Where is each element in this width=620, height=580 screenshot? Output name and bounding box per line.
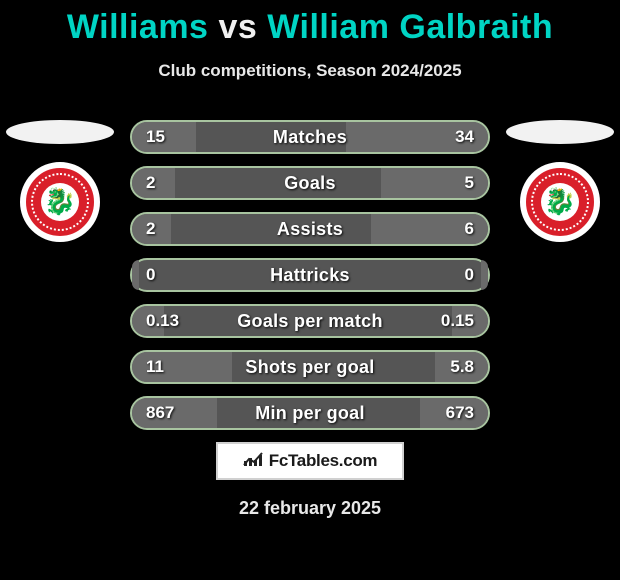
stat-label: Min per goal xyxy=(255,403,365,424)
player2-silhouette-ellipse xyxy=(506,120,614,144)
stat-value-left: 2 xyxy=(146,173,155,193)
stat-value-left: 15 xyxy=(146,127,165,147)
stats-rows-container: 15 Matches 34 2 Goals 5 2 Assists 6 0 Hattricks 0 0.… xyxy=(130,120,490,442)
crest-inner-circle: 🐉 xyxy=(41,183,79,221)
brand-text: FcTables.com xyxy=(269,451,378,471)
player2-name: William Galbraith xyxy=(267,8,553,46)
stat-row: 0 Hattricks 0 xyxy=(130,258,490,292)
stat-value-right: 0 xyxy=(465,265,474,285)
comparison-title: Williams vs William Galbraith xyxy=(0,0,620,47)
brand-footer: FcTables.com xyxy=(216,442,404,480)
stat-bar-left xyxy=(132,260,139,290)
stat-row: 15 Matches 34 xyxy=(130,120,490,154)
stat-value-left: 867 xyxy=(146,403,174,423)
stat-row: 11 Shots per goal 5.8 xyxy=(130,350,490,384)
stat-value-left: 2 xyxy=(146,219,155,239)
stat-value-left: 11 xyxy=(146,357,164,377)
dragon-icon: 🐉 xyxy=(44,188,76,214)
dragon-icon: 🐉 xyxy=(544,188,576,214)
crest-inner-circle: 🐉 xyxy=(541,183,579,221)
stat-value-right: 0.15 xyxy=(441,311,474,331)
stat-value-right: 6 xyxy=(465,219,474,239)
player1-silhouette-ellipse xyxy=(6,120,114,144)
stat-label: Matches xyxy=(273,127,347,148)
player2-club-crest: 🐉 xyxy=(520,162,600,242)
player1-badge-column: 🐉 xyxy=(5,120,115,242)
stat-row: 2 Goals 5 xyxy=(130,166,490,200)
stat-value-left: 0.13 xyxy=(146,311,179,331)
player1-club-crest: 🐉 xyxy=(20,162,100,242)
stat-value-right: 5 xyxy=(465,173,474,193)
stat-label: Goals per match xyxy=(237,311,383,332)
stat-label: Shots per goal xyxy=(245,357,374,378)
stat-row: 0.13 Goals per match 0.15 xyxy=(130,304,490,338)
competition-subtitle: Club competitions, Season 2024/2025 xyxy=(0,61,620,81)
stat-row: 867 Min per goal 673 xyxy=(130,396,490,430)
stat-label: Assists xyxy=(277,219,343,240)
chart-icon xyxy=(243,451,263,472)
stat-value-right: 5.8 xyxy=(450,357,474,377)
stat-label: Goals xyxy=(284,173,336,194)
stat-value-left: 0 xyxy=(146,265,155,285)
player1-name: Williams xyxy=(67,8,209,46)
player2-badge-column: 🐉 xyxy=(505,120,615,242)
stat-bar-right xyxy=(481,260,488,290)
stat-label: Hattricks xyxy=(270,265,350,286)
stat-value-right: 673 xyxy=(446,403,474,423)
stat-value-right: 34 xyxy=(455,127,474,147)
stat-bar-left xyxy=(132,398,217,428)
report-date: 22 february 2025 xyxy=(0,498,620,519)
vs-text: vs xyxy=(218,8,257,46)
stat-row: 2 Assists 6 xyxy=(130,212,490,246)
